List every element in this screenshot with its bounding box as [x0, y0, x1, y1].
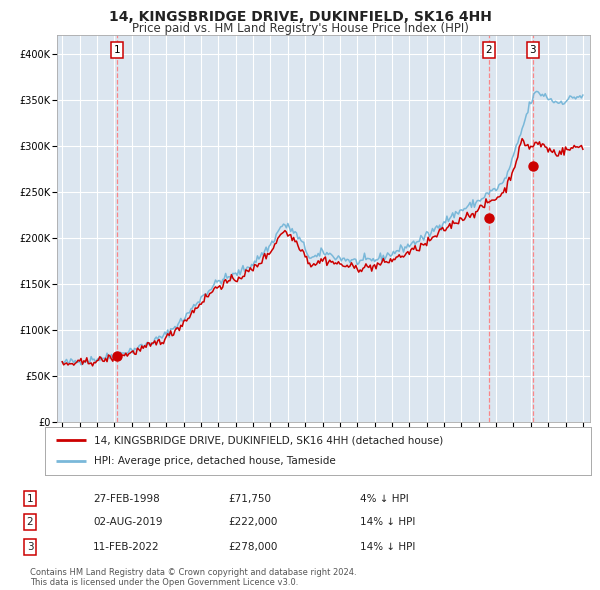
Text: £222,000: £222,000 [228, 517, 277, 527]
Text: 3: 3 [26, 542, 34, 552]
Text: 2: 2 [26, 517, 34, 527]
Text: 2: 2 [485, 45, 492, 55]
Text: 14, KINGSBRIDGE DRIVE, DUKINFIELD, SK16 4HH: 14, KINGSBRIDGE DRIVE, DUKINFIELD, SK16 … [109, 10, 491, 24]
Text: 14, KINGSBRIDGE DRIVE, DUKINFIELD, SK16 4HH (detached house): 14, KINGSBRIDGE DRIVE, DUKINFIELD, SK16 … [94, 435, 443, 445]
Text: Contains HM Land Registry data © Crown copyright and database right 2024.
This d: Contains HM Land Registry data © Crown c… [30, 568, 356, 587]
Text: 02-AUG-2019: 02-AUG-2019 [93, 517, 163, 527]
Text: 11-FEB-2022: 11-FEB-2022 [93, 542, 160, 552]
Text: 4% ↓ HPI: 4% ↓ HPI [360, 494, 409, 503]
Text: 1: 1 [26, 494, 34, 503]
Text: £71,750: £71,750 [228, 494, 271, 503]
Text: 3: 3 [530, 45, 536, 55]
Text: 27-FEB-1998: 27-FEB-1998 [93, 494, 160, 503]
Text: Price paid vs. HM Land Registry's House Price Index (HPI): Price paid vs. HM Land Registry's House … [131, 22, 469, 35]
Text: 1: 1 [113, 45, 120, 55]
Text: £278,000: £278,000 [228, 542, 277, 552]
Text: 14% ↓ HPI: 14% ↓ HPI [360, 517, 415, 527]
Text: HPI: Average price, detached house, Tameside: HPI: Average price, detached house, Tame… [94, 457, 336, 467]
Text: 14% ↓ HPI: 14% ↓ HPI [360, 542, 415, 552]
